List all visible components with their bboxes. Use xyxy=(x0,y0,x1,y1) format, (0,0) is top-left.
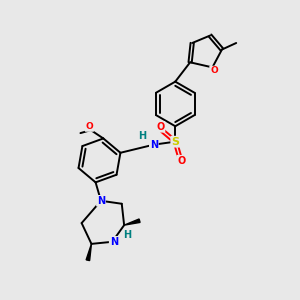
Text: N: N xyxy=(150,140,158,150)
Text: N: N xyxy=(110,237,118,247)
Text: N: N xyxy=(97,196,105,206)
Polygon shape xyxy=(124,219,140,225)
Text: H: H xyxy=(123,230,131,240)
Text: O: O xyxy=(156,122,164,132)
Text: S: S xyxy=(171,137,179,147)
Text: O: O xyxy=(177,156,185,166)
Text: H: H xyxy=(139,131,147,141)
Text: O: O xyxy=(85,122,93,131)
Polygon shape xyxy=(86,244,92,261)
Text: O: O xyxy=(210,66,218,75)
